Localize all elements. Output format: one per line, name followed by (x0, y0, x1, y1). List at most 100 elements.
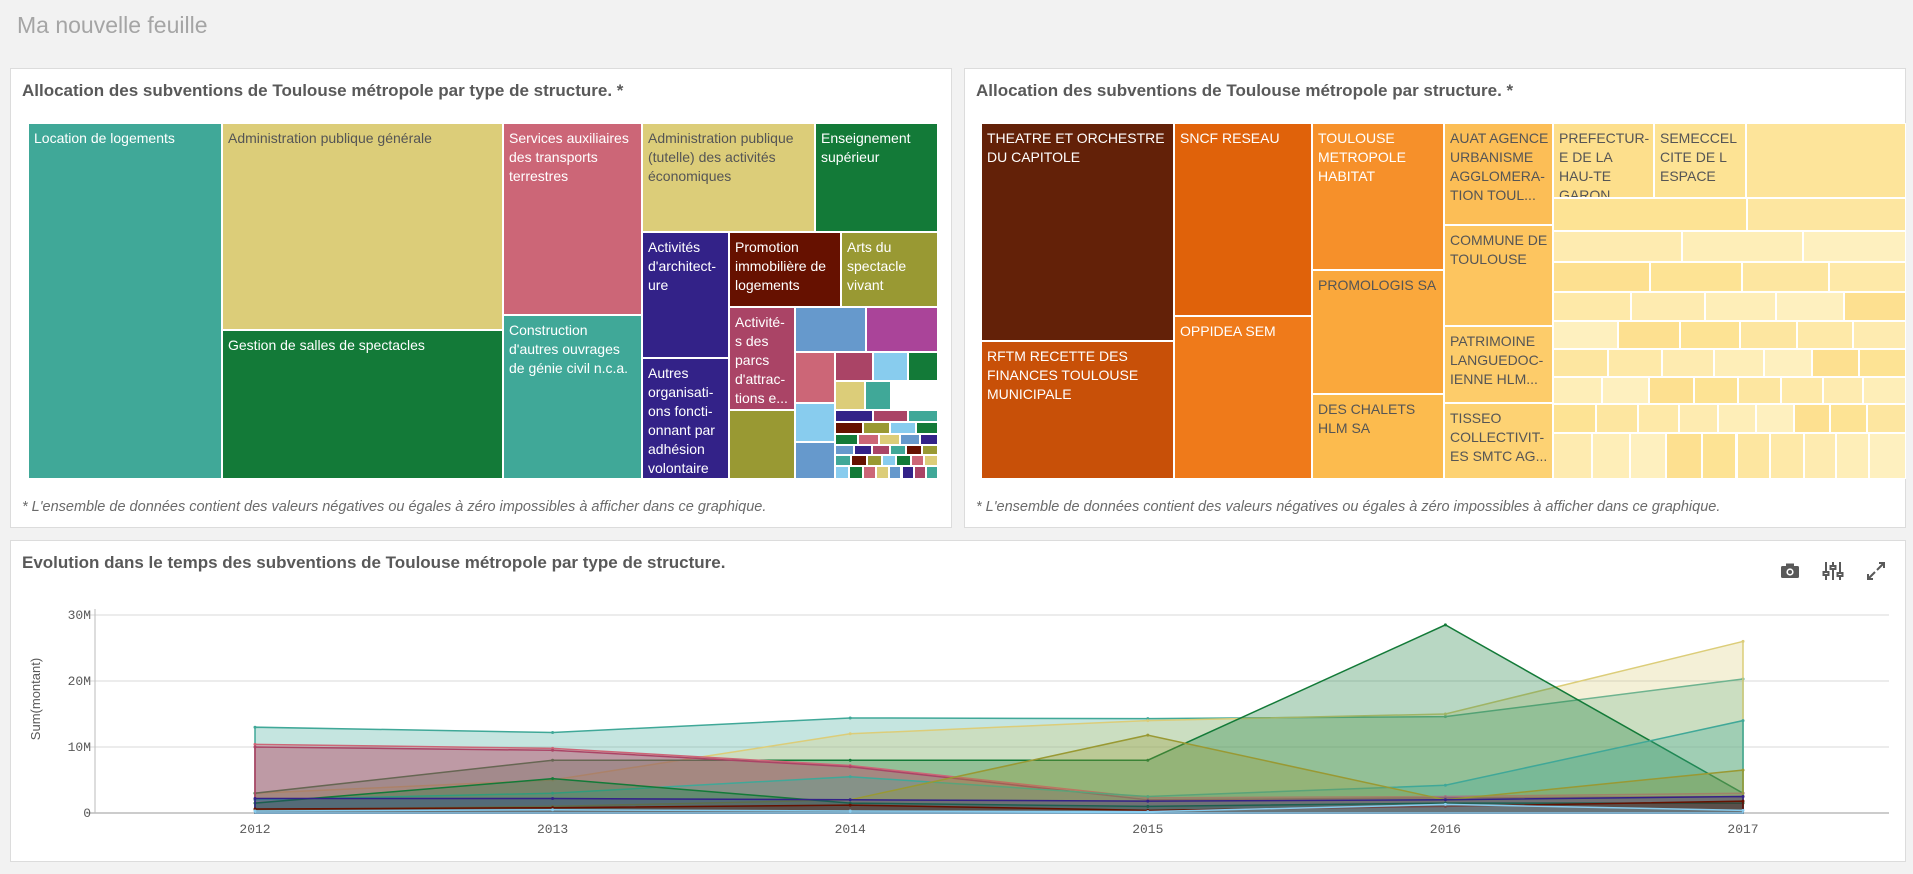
tile-small[interactable] (1553, 404, 1597, 434)
data-point[interactable] (551, 758, 555, 762)
tile-small[interactable] (1836, 433, 1870, 479)
tile-small[interactable] (907, 410, 938, 423)
tile-small[interactable] (1666, 433, 1702, 479)
tile-small[interactable] (1747, 198, 1906, 231)
tile-small[interactable] (1803, 230, 1906, 263)
data-point[interactable] (1443, 623, 1447, 627)
tile-small[interactable] (1797, 321, 1853, 350)
tile-small[interactable] (1830, 404, 1867, 434)
tile-small[interactable] (1746, 123, 1906, 198)
tile-prefecture-haute-garonne[interactable]: PREFECTUR-E DE LA HAU-TE GARON... (1553, 123, 1654, 198)
tile-small[interactable] (889, 444, 907, 456)
tile-small[interactable] (866, 307, 938, 352)
tile-small[interactable] (863, 422, 891, 434)
tile-small[interactable] (1776, 292, 1844, 322)
data-point[interactable] (253, 725, 257, 729)
data-point[interactable] (1741, 639, 1745, 643)
data-point[interactable] (848, 716, 852, 720)
tile-small[interactable] (1601, 376, 1649, 405)
tile-small[interactable] (835, 455, 852, 466)
tile-gestion-salles-spectacles[interactable]: Gestion de salles de spectacles (222, 330, 503, 479)
tile-small[interactable] (924, 455, 938, 466)
tile-small[interactable] (835, 352, 873, 381)
camera-icon[interactable] (1777, 558, 1803, 584)
data-point[interactable] (848, 758, 852, 762)
data-point[interactable] (551, 748, 555, 752)
data-point[interactable] (1146, 799, 1150, 803)
treemap-structure-chart[interactable]: THEATRE ET ORCHESTRE DU CAPITOLE RFTM RE… (981, 123, 1906, 479)
tile-small[interactable] (906, 444, 923, 456)
data-point[interactable] (1443, 802, 1447, 806)
area-chart[interactable]: Sum(montant) 0 10M 20M 30M 2012 2013 2014 2015… (11, 597, 1905, 859)
tile-small[interactable] (919, 433, 938, 445)
data-point[interactable] (551, 730, 555, 734)
tile-small[interactable] (881, 455, 897, 466)
tile-small[interactable] (865, 381, 891, 410)
tile-location-de-logements[interactable]: Location de logements (28, 123, 222, 479)
tile-small[interactable] (1717, 404, 1757, 434)
tile-rftm-recette-finances[interactable]: RFTM RECETTE DES FINANCES TOULOUSE MUNIC… (981, 341, 1174, 479)
tile-small[interactable] (915, 422, 938, 434)
tile-small[interactable] (1739, 321, 1798, 350)
treemap-type-chart[interactable]: Location de logements Administration pub… (28, 123, 948, 479)
tile-sncf-reseau[interactable]: SNCF RESEAU (1174, 123, 1312, 316)
data-point[interactable] (253, 796, 257, 800)
tile-small[interactable] (1763, 349, 1813, 377)
tile-des-chalets-hlm[interactable]: DES CHALETS HLM SA (1312, 394, 1444, 479)
tile-small[interactable] (1553, 321, 1618, 350)
data-point[interactable] (1443, 798, 1447, 802)
tile-small[interactable] (835, 465, 850, 479)
tile-small[interactable] (1629, 433, 1667, 479)
tile-small[interactable] (795, 442, 835, 479)
tile-small[interactable] (1637, 404, 1679, 434)
tile-small[interactable] (910, 455, 925, 466)
tile-small[interactable] (890, 422, 916, 434)
tile-administration-tutelle[interactable]: Administration publique (tutelle) des ac… (642, 123, 815, 232)
tile-small[interactable] (729, 410, 795, 479)
tile-small[interactable] (1812, 349, 1860, 377)
tile-small[interactable] (1713, 349, 1764, 377)
tile-small[interactable] (795, 403, 835, 442)
tile-small[interactable] (1553, 262, 1651, 293)
data-point[interactable] (848, 765, 852, 769)
tile-small[interactable] (901, 465, 914, 479)
sliders-icon[interactable] (1820, 558, 1846, 584)
tile-small[interactable] (1596, 404, 1638, 434)
tile-small[interactable] (872, 444, 890, 456)
tile-small[interactable] (1829, 262, 1906, 293)
tile-administration-publique-generale[interactable]: Administration publique générale (222, 123, 503, 330)
data-point[interactable] (551, 791, 555, 795)
tile-small[interactable] (873, 352, 908, 381)
tile-small[interactable] (1756, 404, 1794, 434)
tile-small[interactable] (1859, 349, 1906, 377)
tile-small[interactable] (857, 433, 880, 445)
data-point[interactable] (848, 809, 852, 813)
tile-small[interactable] (1736, 433, 1771, 479)
data-point[interactable] (253, 809, 257, 813)
data-point[interactable] (1741, 768, 1745, 772)
data-point[interactable] (1443, 712, 1447, 716)
tile-small[interactable] (1705, 292, 1777, 322)
tile-patrimoine-languedocienne[interactable]: PATRIMOINE LANGUEDOC-IENNE HLM... (1444, 326, 1553, 403)
tile-small[interactable] (1630, 292, 1705, 322)
expand-icon[interactable] (1863, 558, 1889, 584)
tile-small[interactable] (1843, 292, 1906, 322)
tile-small[interactable] (1553, 349, 1609, 377)
tile-small[interactable] (1822, 376, 1864, 405)
tile-small[interactable] (889, 465, 902, 479)
tile-small[interactable] (1742, 262, 1829, 293)
tile-small[interactable] (1793, 404, 1831, 434)
data-point[interactable] (1146, 810, 1150, 814)
tile-small[interactable] (908, 352, 938, 381)
data-point[interactable] (1741, 795, 1745, 798)
tile-small[interactable] (835, 410, 873, 423)
tile-small[interactable] (1553, 230, 1683, 263)
tile-small[interactable] (835, 433, 858, 445)
data-point[interactable] (253, 745, 257, 749)
tile-small[interactable] (1591, 433, 1630, 479)
data-point[interactable] (1146, 719, 1150, 723)
data-point[interactable] (848, 732, 852, 736)
tile-small[interactable] (849, 465, 863, 479)
tile-small[interactable] (1803, 433, 1837, 479)
tile-small[interactable] (876, 465, 889, 479)
